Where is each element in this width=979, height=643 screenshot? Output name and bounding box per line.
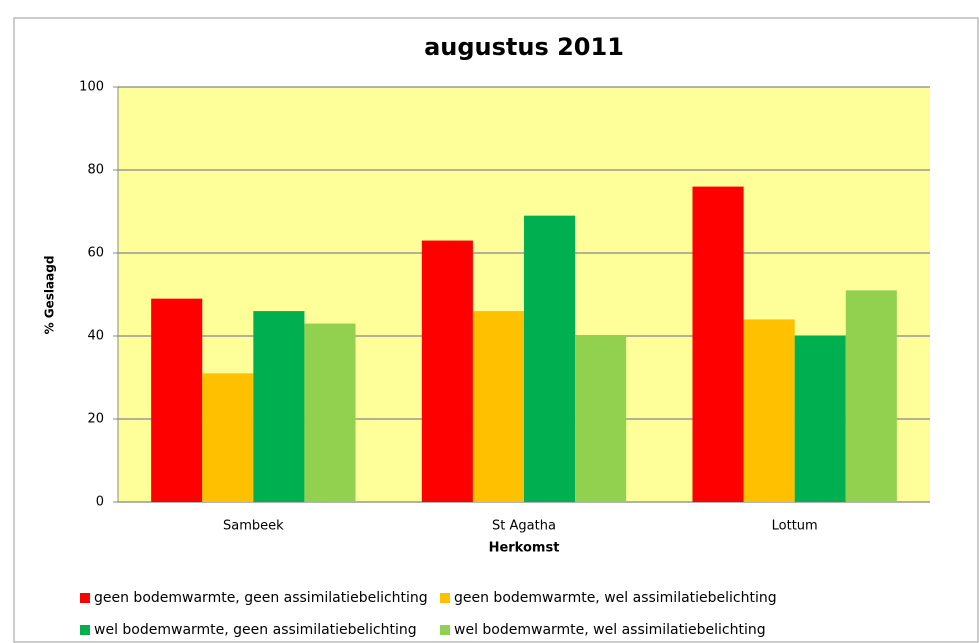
bar bbox=[472, 311, 524, 502]
y-tick-label: 100 bbox=[79, 80, 104, 95]
legend-label: wel bodemwarmte, geen assimilatiebelicht… bbox=[94, 622, 417, 638]
legend-swatch bbox=[440, 625, 450, 635]
bar bbox=[304, 323, 356, 502]
y-tick-label: 20 bbox=[87, 412, 104, 427]
y-axis-label: % Geslaagd bbox=[43, 256, 57, 335]
legend-label: geen bodemwarmte, geen assimilatiebelich… bbox=[94, 590, 428, 606]
bar bbox=[845, 290, 897, 502]
y-tick-label: 60 bbox=[87, 246, 104, 261]
legend-swatch bbox=[440, 593, 450, 603]
y-tick-label: 80 bbox=[87, 163, 104, 178]
legend-label: geen bodemwarmte, wel assimilatiebelicht… bbox=[454, 590, 777, 606]
legend-label: wel bodemwarmte, wel assimilatiebelichti… bbox=[454, 622, 766, 638]
y-tick-label: 0 bbox=[96, 495, 104, 510]
chart-title: augustus 2011 bbox=[424, 33, 624, 61]
bar bbox=[743, 319, 795, 502]
bar bbox=[151, 298, 203, 502]
x-tick-label: St Agatha bbox=[492, 519, 556, 534]
bar bbox=[692, 186, 744, 502]
legend-swatch bbox=[80, 625, 90, 635]
bar bbox=[421, 240, 473, 503]
bar bbox=[575, 336, 627, 502]
bar bbox=[253, 311, 305, 502]
bar bbox=[794, 336, 846, 502]
legend-swatch bbox=[80, 593, 90, 603]
x-tick-label: Sambeek bbox=[223, 519, 284, 534]
y-tick-label: 40 bbox=[87, 329, 104, 344]
bar bbox=[524, 215, 576, 502]
x-tick-label: Lottum bbox=[772, 519, 818, 534]
x-axis-label: Herkomst bbox=[489, 541, 560, 556]
bar bbox=[202, 373, 254, 502]
